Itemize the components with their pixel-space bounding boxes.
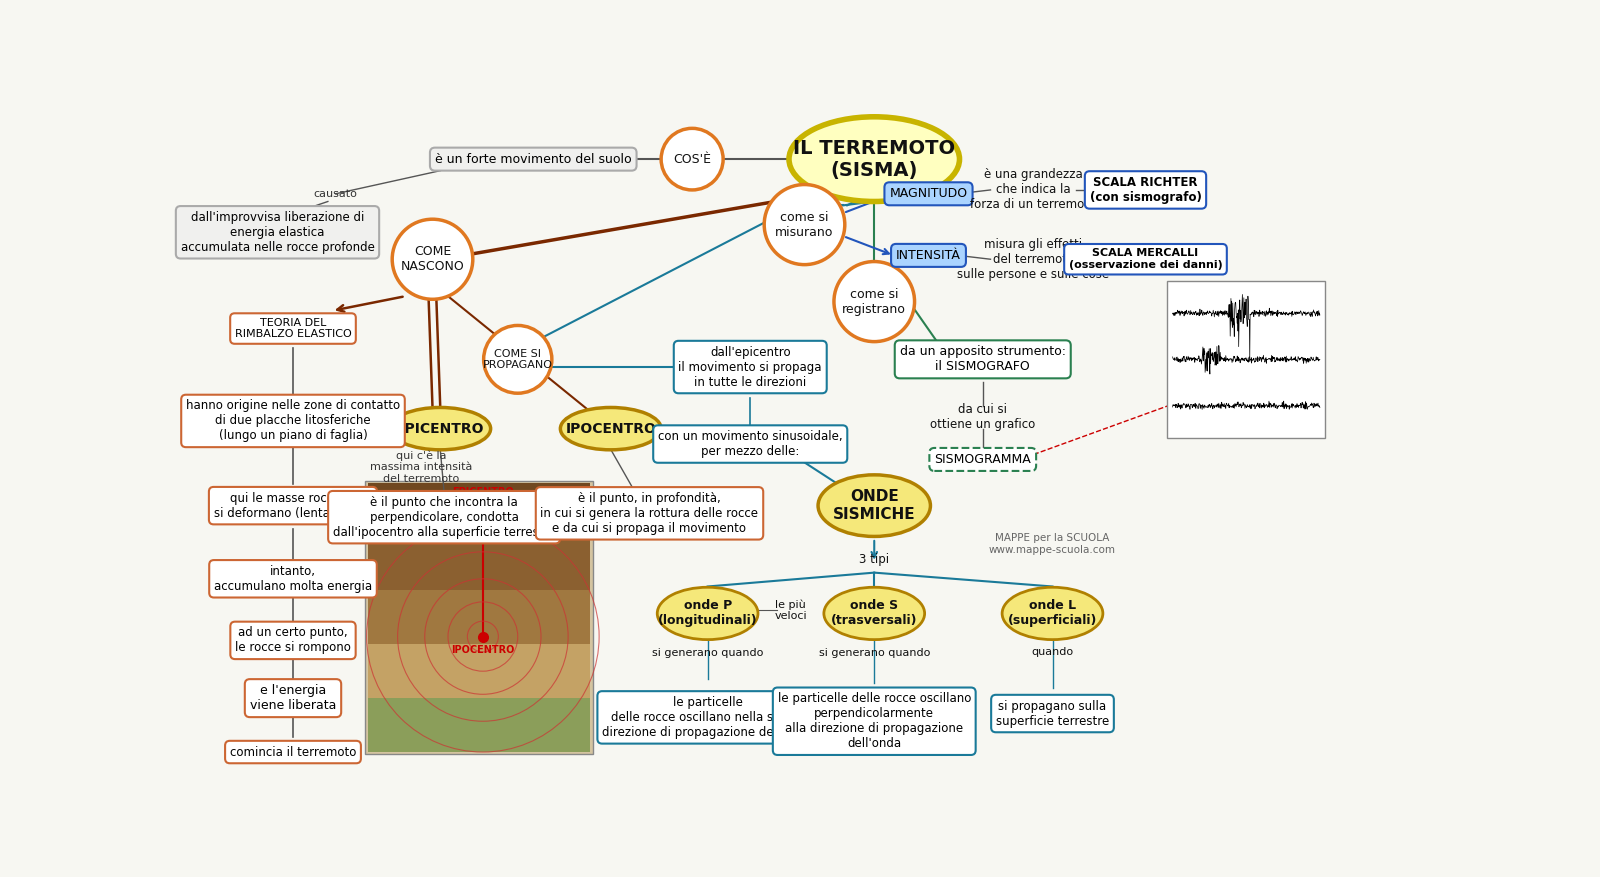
Text: si propagano sulla
superficie terrestre: si propagano sulla superficie terrestre bbox=[995, 700, 1109, 728]
Text: COME SI
PROPAGANO: COME SI PROPAGANO bbox=[483, 348, 552, 370]
FancyBboxPatch shape bbox=[365, 481, 594, 753]
Text: COS'È: COS'È bbox=[674, 153, 710, 166]
Text: hanno origine nelle zone di contatto
di due placche litosferiche
(lungo un piano: hanno origine nelle zone di contatto di … bbox=[186, 399, 400, 442]
Text: onde P
(longitudinali): onde P (longitudinali) bbox=[658, 600, 757, 627]
Text: comincia il terremoto: comincia il terremoto bbox=[230, 745, 357, 759]
Ellipse shape bbox=[658, 588, 758, 639]
FancyBboxPatch shape bbox=[368, 698, 590, 752]
Text: intanto,
accumulano molta energia: intanto, accumulano molta energia bbox=[214, 565, 373, 593]
Text: ONDE
SISMICHE: ONDE SISMICHE bbox=[834, 489, 915, 522]
Ellipse shape bbox=[789, 117, 960, 202]
Text: e l'energia
viene liberata: e l'energia viene liberata bbox=[250, 684, 336, 712]
Text: le particelle
delle rocce oscillano nella stessa
direzione di propagazione dell': le particelle delle rocce oscillano nell… bbox=[602, 695, 813, 739]
Text: da un apposito strumento:
il SISMOGRAFO: da un apposito strumento: il SISMOGRAFO bbox=[899, 346, 1066, 374]
Text: IPOCENTRO: IPOCENTRO bbox=[451, 645, 515, 655]
Text: come si
registrano: come si registrano bbox=[842, 288, 906, 316]
Circle shape bbox=[661, 128, 723, 190]
Text: qui c'è la
massima intensità
del terremoto: qui c'è la massima intensità del terremo… bbox=[370, 450, 472, 484]
Text: 3 tipi: 3 tipi bbox=[859, 553, 890, 566]
FancyBboxPatch shape bbox=[368, 482, 590, 537]
Text: si generano quando: si generano quando bbox=[651, 648, 763, 659]
Text: COME
NASCONO: COME NASCONO bbox=[400, 246, 464, 274]
Text: da cui si
ottiene un grafico: da cui si ottiene un grafico bbox=[930, 403, 1035, 431]
Text: causato: causato bbox=[314, 189, 357, 199]
Ellipse shape bbox=[390, 408, 491, 450]
Text: dall'epicentro
il movimento si propaga
in tutte le direzioni: dall'epicentro il movimento si propaga i… bbox=[678, 346, 822, 389]
Text: misura gli effetti
del terremoto
sulle persone e sulle cose: misura gli effetti del terremoto sulle p… bbox=[957, 238, 1109, 281]
Text: come si
misurano: come si misurano bbox=[776, 210, 834, 239]
Text: EPICENTRO: EPICENTRO bbox=[397, 422, 485, 436]
Text: è il punto che incontra la
perpendicolare, condotta
dall'ipocentro alla superfic: è il punto che incontra la perpendicolar… bbox=[333, 496, 555, 538]
Circle shape bbox=[392, 219, 474, 299]
Text: MAGNITUDO: MAGNITUDO bbox=[890, 188, 968, 200]
Text: SCALA MERCALLI
(osservazione dei danni): SCALA MERCALLI (osservazione dei danni) bbox=[1069, 248, 1222, 270]
Ellipse shape bbox=[824, 588, 925, 639]
Circle shape bbox=[765, 184, 845, 265]
FancyBboxPatch shape bbox=[368, 645, 590, 698]
Text: SISMOGRAMMA: SISMOGRAMMA bbox=[934, 453, 1030, 466]
Text: INTENSITÀ: INTENSITÀ bbox=[896, 249, 962, 262]
Ellipse shape bbox=[560, 408, 661, 450]
Text: IL TERREMOTO
(SISMA): IL TERREMOTO (SISMA) bbox=[794, 139, 955, 180]
Circle shape bbox=[834, 261, 915, 342]
Text: TEORIA DEL
RIMBALZO ELASTICO: TEORIA DEL RIMBALZO ELASTICO bbox=[235, 317, 352, 339]
FancyBboxPatch shape bbox=[368, 537, 590, 590]
Text: le più
veloci: le più veloci bbox=[774, 599, 806, 622]
Ellipse shape bbox=[1002, 588, 1102, 639]
Text: EPICENTRO: EPICENTRO bbox=[453, 487, 514, 496]
Text: è il punto, in profondità,
in cui si genera la rottura delle rocce
e da cui si p: è il punto, in profondità, in cui si gen… bbox=[541, 492, 758, 535]
Text: dall'improvvisa liberazione di
energia elastica
accumulata nelle rocce profonde: dall'improvvisa liberazione di energia e… bbox=[181, 210, 374, 253]
Text: è una grandezza
che indica la
forza di un terremoto: è una grandezza che indica la forza di u… bbox=[970, 168, 1096, 211]
Text: quando: quando bbox=[1032, 647, 1074, 657]
Text: ad un certo punto,
le rocce si rompono: ad un certo punto, le rocce si rompono bbox=[235, 626, 350, 654]
Text: le particelle delle rocce oscillano
perpendicolarmente
alla direzione di propaga: le particelle delle rocce oscillano perp… bbox=[778, 692, 971, 750]
Text: qui le masse rocciose
si deformano (lentamente): qui le masse rocciose si deformano (lent… bbox=[214, 492, 373, 520]
FancyBboxPatch shape bbox=[1168, 281, 1325, 438]
Ellipse shape bbox=[818, 474, 931, 537]
Text: MAPPE per la SCUOLA
www.mappe-scuola.com: MAPPE per la SCUOLA www.mappe-scuola.com bbox=[989, 533, 1117, 555]
Text: si generano quando: si generano quando bbox=[819, 648, 930, 659]
Circle shape bbox=[483, 325, 552, 393]
Text: SCALA RICHTER
(con sismografo): SCALA RICHTER (con sismografo) bbox=[1090, 176, 1202, 204]
Text: onde S
(trasversali): onde S (trasversali) bbox=[830, 600, 917, 627]
Text: IPOCENTRO: IPOCENTRO bbox=[565, 422, 656, 436]
Text: è un forte movimento del suolo: è un forte movimento del suolo bbox=[435, 153, 632, 166]
FancyBboxPatch shape bbox=[368, 590, 590, 645]
Text: onde L
(superficiali): onde L (superficiali) bbox=[1008, 600, 1098, 627]
Text: con un movimento sinusoidale,
per mezzo delle:: con un movimento sinusoidale, per mezzo … bbox=[658, 430, 843, 458]
